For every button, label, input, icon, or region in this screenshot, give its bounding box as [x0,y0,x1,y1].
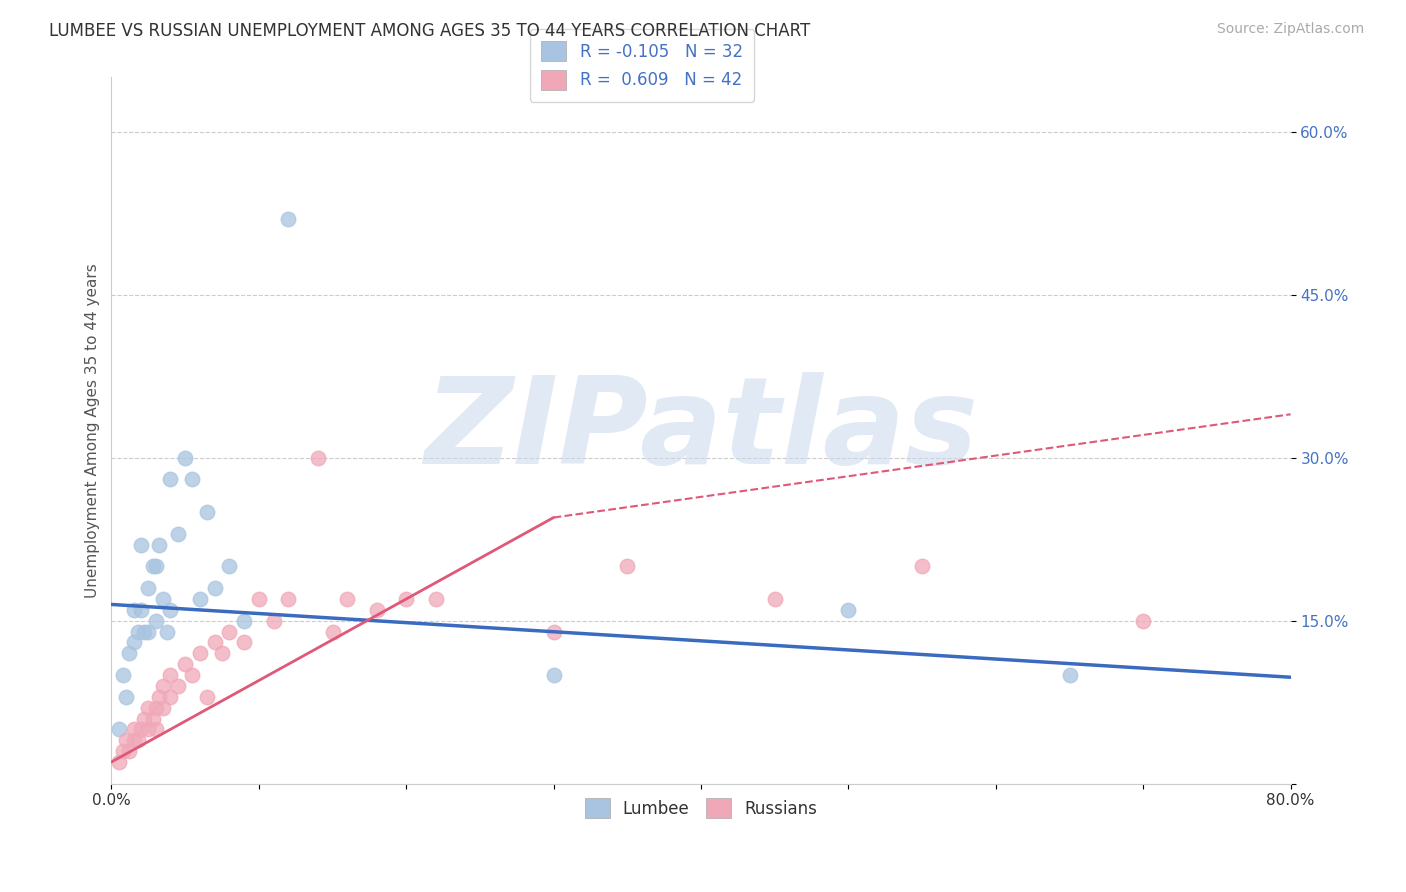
Point [307,450,329,465]
Text: LUMBEE VS RUSSIAN UNEMPLOYMENT AMONG AGES 35 TO 44 YEARS CORRELATION CHART: LUMBEE VS RUSSIAN UNEMPLOYMENT AMONG AGE… [49,22,810,40]
Point [188,592,211,607]
Text: ZIPatlas: ZIPatlas [425,372,979,489]
Point [321,624,343,639]
Point [159,473,181,487]
Point [136,723,159,737]
Point [112,744,135,758]
Point [247,592,270,607]
Point [336,592,359,607]
Point [145,700,167,714]
Point [152,679,174,693]
Point [616,559,638,574]
Point [136,624,159,639]
Point [395,592,418,607]
Point [425,592,447,607]
Point [118,646,141,660]
Point [127,624,149,639]
Point [174,450,197,465]
Point [145,614,167,628]
Point [166,679,188,693]
Point [156,624,179,639]
Point [152,592,174,607]
Point [174,657,197,672]
Point [145,559,167,574]
Point [122,723,145,737]
Point [145,723,167,737]
Point [132,712,155,726]
Point [181,668,204,682]
Point [159,690,181,704]
Point [142,712,165,726]
Point [122,603,145,617]
Point [366,603,388,617]
Point [543,624,565,639]
Point [218,624,240,639]
Point [277,592,299,607]
Point [152,700,174,714]
Point [211,646,233,660]
Point [122,733,145,747]
Point [107,755,129,769]
Y-axis label: Unemployment Among Ages 35 to 44 years: Unemployment Among Ages 35 to 44 years [86,263,100,598]
Point [763,592,786,607]
Point [1132,614,1154,628]
Point [277,211,299,226]
Point [148,690,170,704]
Point [204,581,226,595]
Point [148,538,170,552]
Point [115,690,138,704]
Point [181,473,204,487]
Legend: Lumbee, Russians: Lumbee, Russians [578,791,824,825]
Point [127,733,149,747]
Point [1059,668,1081,682]
Point [263,614,285,628]
Text: Source: ZipAtlas.com: Source: ZipAtlas.com [1216,22,1364,37]
Point [129,538,152,552]
Point [543,668,565,682]
Point [142,559,165,574]
Point [129,723,152,737]
Point [136,581,159,595]
Point [837,603,859,617]
Point [911,559,934,574]
Point [132,624,155,639]
Point [112,668,135,682]
Point [233,635,256,649]
Point [188,646,211,660]
Point [195,690,218,704]
Point [159,668,181,682]
Point [159,603,181,617]
Point [233,614,256,628]
Point [115,733,138,747]
Point [129,603,152,617]
Point [204,635,226,649]
Point [166,526,188,541]
Point [218,559,240,574]
Point [107,723,129,737]
Point [136,700,159,714]
Point [122,635,145,649]
Point [118,744,141,758]
Point [195,505,218,519]
